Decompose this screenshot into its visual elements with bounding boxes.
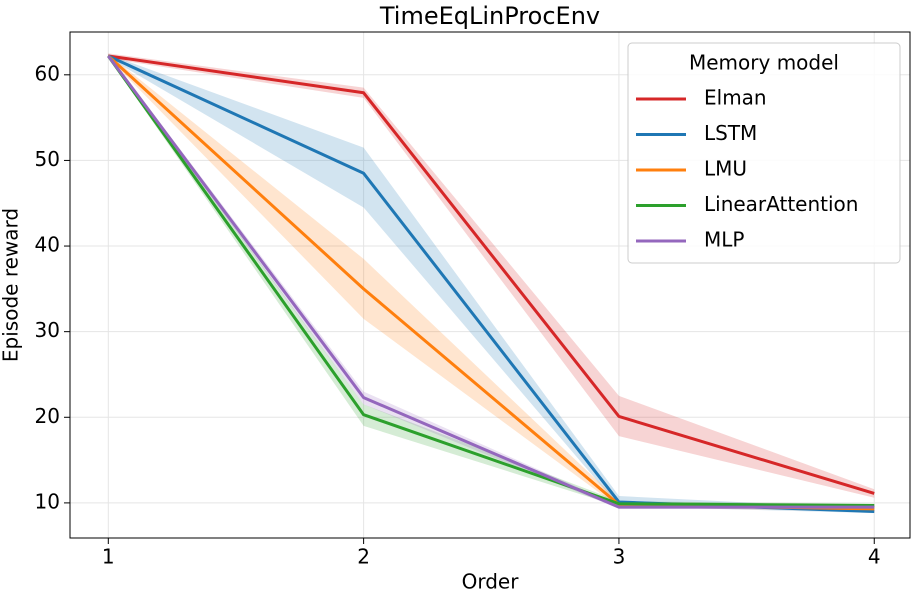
y-tick-label: 60	[35, 61, 60, 85]
x-axis-label: Order	[462, 570, 520, 594]
legend-label: LSTM	[704, 121, 757, 145]
legend-label: MLP	[704, 228, 744, 252]
line	[108, 54, 875, 495]
chart-title: TimeEqLinProcEnv	[379, 2, 600, 30]
x-tick-label: 4	[868, 545, 881, 569]
x-tick-label: 3	[613, 545, 626, 569]
y-tick-label: 10	[35, 489, 60, 513]
line	[107, 55, 875, 509]
x-tick-label: 2	[357, 545, 370, 569]
y-tick-label: 50	[35, 147, 60, 171]
y-tick-label: 20	[35, 404, 60, 428]
line	[107, 55, 875, 507]
legend-title: Memory model	[689, 51, 839, 75]
x-tick-label: 1	[102, 545, 115, 569]
confidence-band	[108, 54, 875, 514]
y-axis-label: Episode reward	[0, 208, 23, 362]
legend-label: LMU	[704, 157, 747, 181]
y-tick-label: 30	[35, 318, 60, 342]
plot-frame	[69, 31, 911, 539]
legend-box	[627, 42, 901, 264]
y-tick-label: 40	[35, 233, 60, 257]
legend-label: Elman	[704, 86, 767, 110]
legend-label: LinearAttention	[704, 192, 858, 216]
